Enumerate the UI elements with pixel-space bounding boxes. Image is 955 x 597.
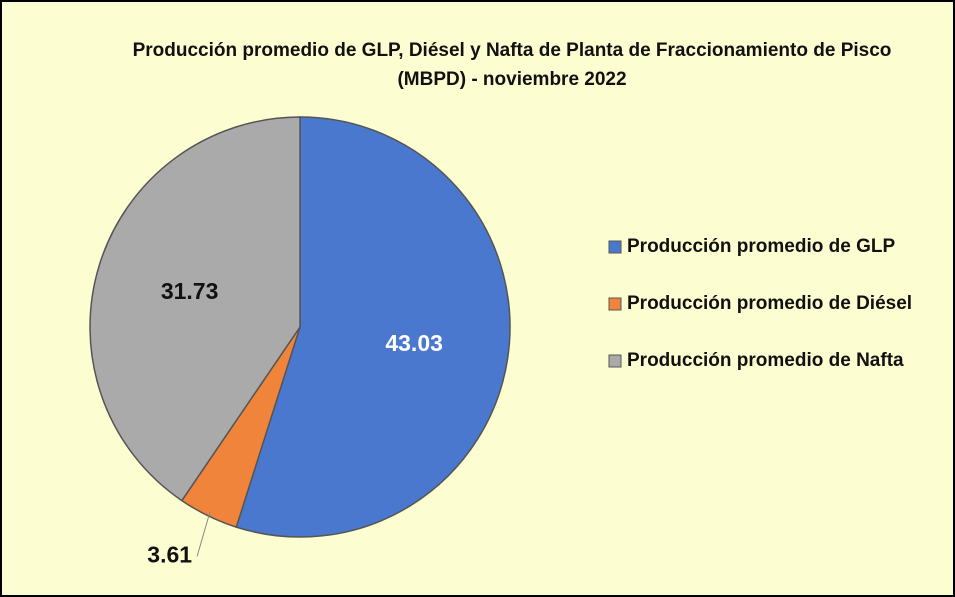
data-label: 31.73 (161, 278, 219, 304)
data-label: 3.61 (147, 542, 192, 568)
pie-slice (235, 116, 511, 538)
legend-label: Producción promedio de Diésel (627, 293, 912, 314)
legend-label: Producción promedio de Nafta (627, 350, 904, 371)
legend-label: Producción promedio de GLP (627, 236, 895, 257)
legend-marker (608, 297, 622, 311)
chart-title: Producción promedio de GLP, Diésel y Naf… (132, 40, 892, 90)
leader-line (196, 511, 211, 557)
pie-slice (89, 116, 301, 502)
data-label: 43.03 (385, 330, 443, 356)
legend-marker (608, 354, 622, 368)
legend-marker (608, 240, 622, 254)
